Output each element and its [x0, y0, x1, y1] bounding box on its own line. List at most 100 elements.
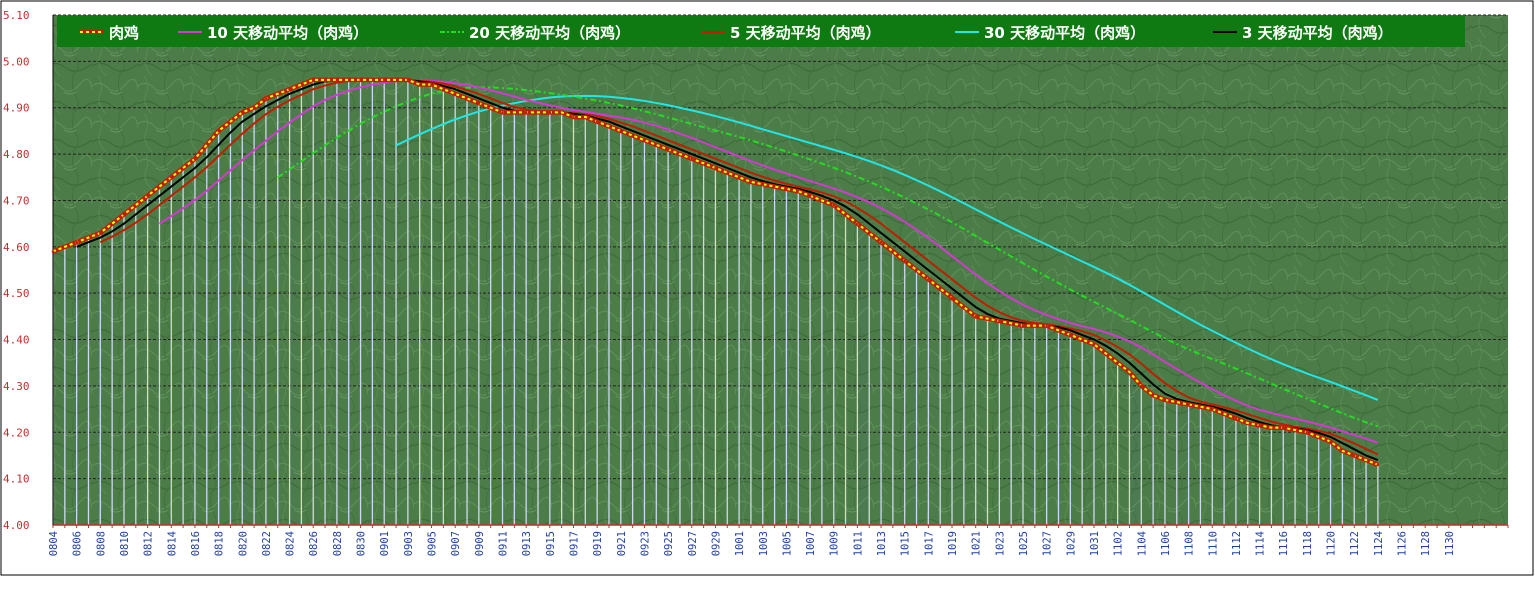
x-tick-label: 0804: [48, 531, 60, 556]
x-tick-label: 1017: [923, 531, 935, 556]
data-point: [619, 129, 623, 133]
x-tick-label: 1128: [1420, 531, 1432, 556]
y-tick-label: 4.70: [3, 194, 30, 207]
data-point: [714, 166, 717, 170]
data-point: [406, 78, 410, 82]
data-point: [856, 222, 859, 225]
x-tick-label: 1013: [876, 531, 888, 556]
data-point: [1163, 398, 1167, 402]
legend-label: 3 天移动平均（肉鸡）: [1242, 24, 1393, 42]
x-tick-label: 0816: [190, 531, 202, 556]
x-tick-label: 1112: [1231, 531, 1243, 556]
data-point: [1329, 440, 1332, 443]
x-tick-label: 1106: [1160, 531, 1172, 556]
x-tick-label: 0812: [143, 531, 155, 556]
x-tick-label: 0913: [521, 531, 533, 556]
data-point: [169, 175, 173, 179]
data-point: [1187, 403, 1190, 406]
y-tick-label: 4.90: [3, 102, 30, 115]
y-tick-label: 4.40: [3, 334, 30, 347]
data-point: [1376, 463, 1380, 467]
data-point: [1234, 417, 1238, 420]
x-tick-label: 1015: [900, 531, 912, 556]
y-tick-label: 4.80: [3, 148, 30, 161]
x-tick-label: 1009: [829, 531, 841, 556]
data-point: [927, 277, 930, 281]
x-tick-label: 1122: [1349, 531, 1361, 556]
legend-label: 20 天移动平均（肉鸡）: [469, 24, 630, 42]
data-point: [193, 157, 197, 161]
x-tick-label: 0907: [450, 531, 462, 556]
grid-lines: [53, 14, 1508, 480]
data-point: [146, 194, 149, 198]
x-tick-label: 1019: [947, 531, 959, 556]
x-tick-label: 0806: [72, 531, 84, 556]
legend-label: 肉鸡: [109, 24, 139, 42]
x-tick-label: 1124: [1373, 531, 1385, 556]
x-tick-label: 1011: [852, 531, 864, 556]
data-point: [359, 78, 362, 82]
x-tick-label: 1023: [994, 531, 1006, 556]
x-tick-label: 1108: [1184, 531, 1196, 556]
legend: 肉鸡 10 天移动平均（肉鸡） 20 天移动平均（肉鸡） 5 天移动平均（肉鸡） 30 …: [57, 16, 1465, 47]
x-tick-label: 1021: [971, 531, 983, 556]
x-tick-label: 1116: [1278, 531, 1290, 556]
x-tick-label: 0810: [119, 531, 131, 556]
data-point: [501, 111, 504, 114]
x-tick-label: 0905: [427, 531, 439, 556]
data-point: [595, 120, 599, 123]
x-tick-label: 1001: [734, 531, 746, 556]
data-point: [382, 78, 386, 82]
data-point: [477, 101, 481, 105]
x-tick-label: 1104: [1136, 531, 1148, 556]
drop-lines: [52, 79, 1379, 525]
x-tick-label: 0808: [95, 531, 107, 556]
data-point: [808, 194, 812, 198]
x-tick-label: 0929: [710, 531, 722, 556]
x-tick-label: 0822: [261, 531, 273, 556]
plot-area: [53, 15, 1508, 525]
data-point: [453, 92, 457, 96]
data-point: [524, 111, 528, 114]
legend-label: 10 天移动平均（肉鸡）: [207, 24, 368, 42]
y-tick-label: 4.50: [3, 287, 30, 300]
series-line-ma30: [395, 94, 1379, 401]
series-lines: [51, 77, 1380, 467]
x-tick-label: 0927: [687, 531, 699, 556]
x-tick-label: 1118: [1302, 531, 1314, 556]
data-point: [832, 203, 836, 207]
x-tick-label: 0921: [616, 531, 628, 556]
y-tick-label: 4.30: [3, 380, 30, 393]
y-tick-label: 5.10: [3, 9, 30, 22]
x-tick-label: 0828: [332, 531, 344, 556]
x-tick-label: 0909: [474, 531, 486, 556]
x-tick-label: 0820: [237, 531, 249, 556]
y-tick-label: 4.20: [3, 426, 30, 439]
data-point: [1045, 324, 1048, 327]
x-tick-label: 1025: [1018, 531, 1030, 556]
data-point: [1069, 333, 1072, 337]
data-point: [1210, 407, 1214, 411]
data-point: [122, 213, 126, 216]
x-tick-label: 0923: [639, 531, 651, 556]
x-tick-label: 0903: [403, 531, 415, 556]
data-point: [264, 97, 268, 100]
data-point: [75, 240, 78, 244]
data-point: [1139, 384, 1143, 388]
x-tick-label: 0901: [379, 531, 391, 556]
series-line-ma10: [158, 79, 1379, 444]
axes: 4.00 4.10 4.20 4.30 4.40 4.50 4.60 4.70 4.80 4.90…: [3, 9, 1509, 556]
x-tick-label: 1007: [805, 531, 817, 556]
data-point: [998, 319, 1001, 323]
x-tick-label: 0824: [285, 531, 297, 556]
x-tick-label: 1110: [1207, 531, 1219, 556]
x-tick-label: 0925: [663, 531, 675, 556]
data-point: [737, 175, 741, 179]
data-point: [643, 138, 646, 142]
y-tick-label: 4.60: [3, 241, 30, 254]
data-point: [879, 240, 883, 244]
data-point: [311, 78, 315, 82]
data-point: [548, 111, 552, 114]
x-tick-label: 1102: [1113, 531, 1125, 556]
data-point: [1021, 324, 1025, 327]
